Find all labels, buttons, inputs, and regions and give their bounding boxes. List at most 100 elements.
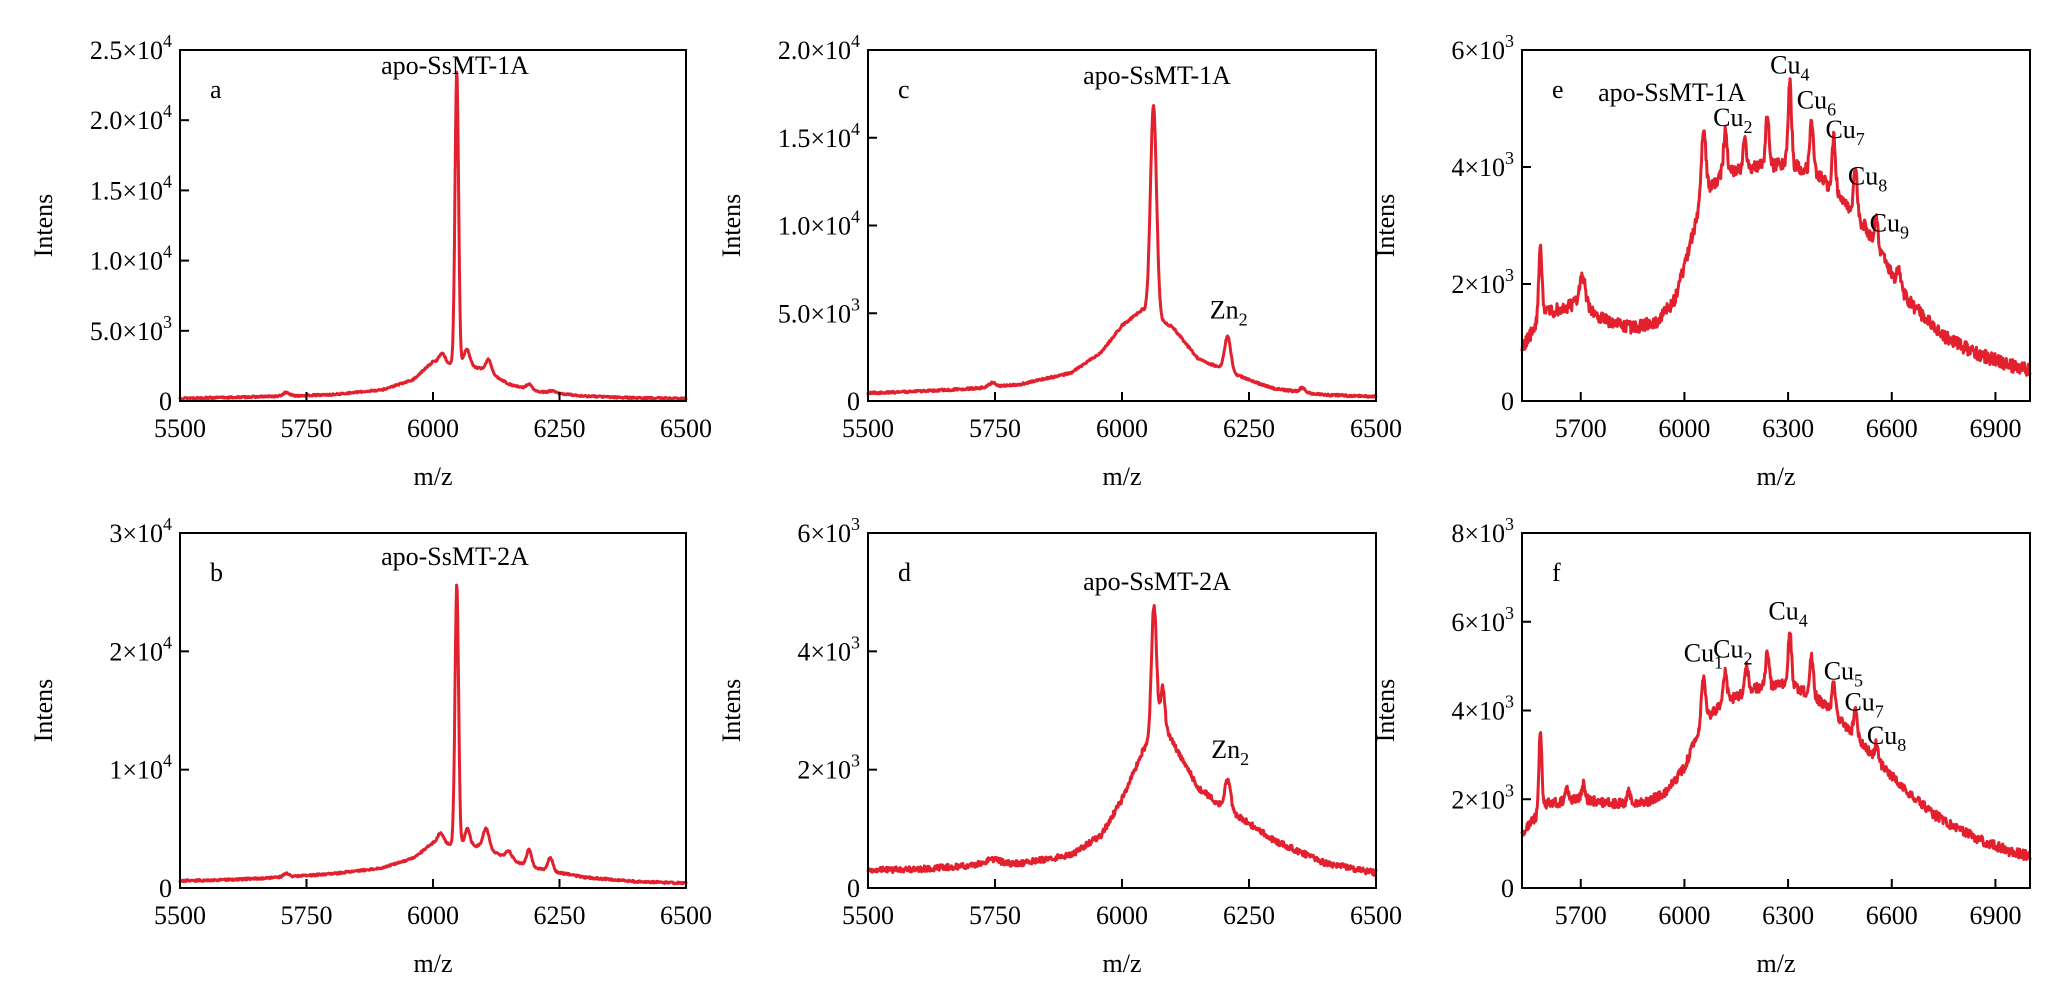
x-tick-label-e: 6000 xyxy=(1658,414,1710,443)
x-tick-label-d: 6250 xyxy=(1223,901,1275,930)
y-tick-label-a: 5.0×103 xyxy=(90,312,172,346)
panel-letter-d: d xyxy=(898,558,911,587)
x-tick-label-a: 5500 xyxy=(154,414,206,443)
x-tick-label-e: 6300 xyxy=(1762,414,1814,443)
y-tick-label-f: 2×103 xyxy=(1451,780,1514,814)
y-axis-title-c: Intens xyxy=(717,194,746,258)
y-tick-label-b: 0 xyxy=(159,874,172,903)
panel-title-b: apo-SsMT-2A xyxy=(381,542,529,571)
peak-annotation-f: Cu4 xyxy=(1768,597,1807,631)
y-tick-label-e: 4×103 xyxy=(1451,148,1514,182)
y-tick-label-b: 3×104 xyxy=(109,514,172,548)
x-tick-label-a: 6000 xyxy=(407,414,459,443)
y-tick-label-a: 1.5×104 xyxy=(90,171,172,205)
peak-annotation-f: Cu1 xyxy=(1684,639,1723,673)
x-tick-label-b: 6250 xyxy=(534,901,586,930)
x-tick-label-c: 6000 xyxy=(1096,414,1148,443)
panel-title-d: apo-SsMT-2A xyxy=(1083,567,1231,596)
panel-c: 5500 5750 6000 6250 6500 0 5.0×103 1.0×104 1.5×1… xyxy=(717,31,1402,491)
x-axis-title-f: m/z xyxy=(1757,949,1796,978)
x-tick-label-d: 6000 xyxy=(1096,901,1148,930)
peak-annotation-c: Zn2 xyxy=(1210,296,1248,330)
y-tick-label-a: 1.0×104 xyxy=(90,242,172,276)
y-tick-label-d: 2×103 xyxy=(797,751,860,785)
panel-b: 5500 5750 6000 6250 6500 0 1×104 2×104 3×104 m/z I… xyxy=(29,514,712,978)
y-axis-title-e: Intens xyxy=(1371,194,1400,258)
panel-title-c: apo-SsMT-1A xyxy=(1083,61,1231,90)
y-tick-label-f: 6×103 xyxy=(1451,603,1514,637)
spectrum-line-d xyxy=(866,604,1378,877)
x-tick-label-a: 6500 xyxy=(660,414,712,443)
panel-e: 5700 6000 6300 6600 6900 0 2×103 4×103 6×103 m/z I… xyxy=(1371,31,2032,491)
x-axis-title-d: m/z xyxy=(1103,949,1142,978)
x-axis-title-b: m/z xyxy=(414,949,453,978)
x-tick-label-d: 6500 xyxy=(1350,901,1402,930)
x-tick-label-d: 5750 xyxy=(969,901,1021,930)
y-tick-label-d: 0 xyxy=(847,874,860,903)
x-tick-label-e: 6600 xyxy=(1866,414,1918,443)
x-tick-label-f: 6000 xyxy=(1658,901,1710,930)
peak-annotation-e: Cu2 xyxy=(1713,103,1752,137)
y-tick-label-f: 8×103 xyxy=(1451,514,1514,548)
x-tick-label-f: 6900 xyxy=(1969,901,2021,930)
x-tick-label-b: 6500 xyxy=(660,901,712,930)
plot-frame-a xyxy=(179,49,687,402)
x-axis-title-a: m/z xyxy=(414,462,453,491)
panel-d: 5500 5750 6000 6250 6500 0 2×103 4×103 6×103 m/z I… xyxy=(717,514,1402,978)
x-tick-label-e: 5700 xyxy=(1555,414,1607,443)
spectrum-line-a xyxy=(178,70,688,401)
y-axis-title-f: Intens xyxy=(1371,679,1400,743)
plot-frame-c xyxy=(867,49,1377,402)
y-axis-title-b: Intens xyxy=(29,679,58,743)
plot-frame-e xyxy=(1521,49,2031,402)
peak-annotation-e: Cu6 xyxy=(1797,86,1836,120)
peak-annotation-f: Cu8 xyxy=(1867,721,1906,755)
panel-letter-b: b xyxy=(210,558,223,587)
peak-annotation-e: Cu4 xyxy=(1770,50,1809,84)
y-tick-label-e: 2×103 xyxy=(1451,265,1514,299)
plot-frame-f xyxy=(1521,532,2031,889)
x-axis-title-c: m/z xyxy=(1103,462,1142,491)
peak-annotation-f: Cu2 xyxy=(1713,634,1752,668)
x-axis-title-e: m/z xyxy=(1757,462,1796,491)
spectrum-line-f xyxy=(1520,631,2032,861)
y-tick-label-b: 1×104 xyxy=(109,751,172,785)
y-tick-label-c: 1.0×104 xyxy=(778,207,860,241)
y-tick-label-c: 1.5×104 xyxy=(778,119,860,153)
x-tick-label-c: 5750 xyxy=(969,414,1021,443)
panel-title-e: apo-SsMT-1A xyxy=(1598,78,1746,107)
x-tick-label-c: 6250 xyxy=(1223,414,1275,443)
y-tick-label-a: 2.5×104 xyxy=(90,31,172,65)
panel-letter-e: e xyxy=(1552,75,1564,104)
x-tick-label-a: 5750 xyxy=(281,414,333,443)
spectrum-line-e xyxy=(1520,77,2032,377)
x-tick-label-d: 5500 xyxy=(842,901,894,930)
y-tick-label-f: 4×103 xyxy=(1451,692,1514,726)
y-axis-title-d: Intens xyxy=(717,679,746,743)
y-tick-label-d: 6×103 xyxy=(797,514,860,548)
x-tick-label-c: 6500 xyxy=(1350,414,1402,443)
y-tick-label-c: 0 xyxy=(847,387,860,416)
x-tick-label-c: 5500 xyxy=(842,414,894,443)
x-tick-label-f: 6300 xyxy=(1762,901,1814,930)
y-tick-label-c: 5.0×103 xyxy=(778,294,860,328)
y-tick-label-e: 6×103 xyxy=(1451,31,1514,65)
y-tick-label-a: 2.0×104 xyxy=(90,101,172,135)
y-tick-label-e: 0 xyxy=(1501,387,1514,416)
y-tick-label-d: 4×103 xyxy=(797,632,860,666)
x-tick-label-b: 5750 xyxy=(281,901,333,930)
plot-frame-b xyxy=(179,532,687,889)
x-tick-label-b: 5500 xyxy=(154,901,206,930)
peak-annotation-e: Cu7 xyxy=(1825,115,1864,149)
spectrum-line-b xyxy=(178,583,688,886)
peak-annotation-e: Cu8 xyxy=(1848,162,1887,196)
x-tick-label-b: 6000 xyxy=(407,901,459,930)
panel-a: 5500 5750 6000 6250 6500 0 5.0×103 1.0×104 1.5×1… xyxy=(29,31,712,491)
x-tick-label-e: 6900 xyxy=(1969,414,2021,443)
panel-f: 5700 6000 6300 6600 6900 0 2×103 4×103 6×103 8×10… xyxy=(1371,514,2032,978)
panel-letter-f: f xyxy=(1552,558,1561,587)
peak-annotation-e: Cu9 xyxy=(1870,208,1909,242)
y-tick-label-a: 0 xyxy=(159,387,172,416)
peak-annotation-f: Cu5 xyxy=(1824,656,1863,690)
